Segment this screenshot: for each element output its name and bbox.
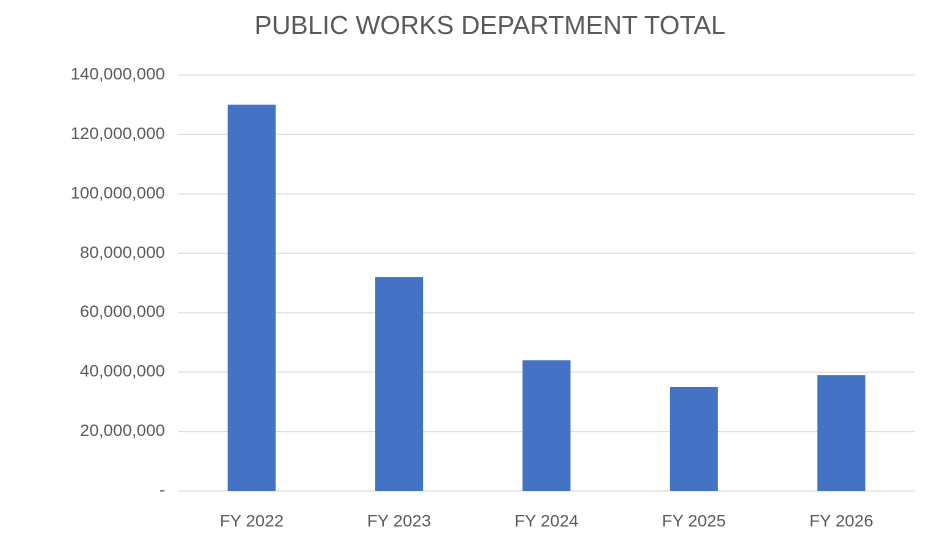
y-tick-label: 100,000,000 <box>70 183 165 202</box>
y-tick-label: 120,000,000 <box>70 124 165 143</box>
chart-title: PUBLIC WORKS DEPARTMENT TOTAL <box>255 10 726 40</box>
y-tick-label: 60,000,000 <box>80 302 165 321</box>
y-tick-label: 80,000,000 <box>80 243 165 262</box>
bar <box>522 360 571 491</box>
x-tick-label: FY 2026 <box>809 511 873 530</box>
x-tick-label: FY 2025 <box>662 511 726 530</box>
x-tick-label: FY 2022 <box>220 511 284 530</box>
y-tick-label: 40,000,000 <box>80 362 165 381</box>
y-tick-label: 140,000,000 <box>70 64 165 83</box>
y-tick-label: 20,000,000 <box>80 421 165 440</box>
bar <box>227 104 276 491</box>
x-tick-label: FY 2024 <box>515 511 579 530</box>
bar <box>375 277 424 491</box>
y-tick-label: - <box>159 480 165 499</box>
x-tick-label: FY 2023 <box>367 511 431 530</box>
bar <box>817 375 866 491</box>
bar <box>669 387 718 491</box>
